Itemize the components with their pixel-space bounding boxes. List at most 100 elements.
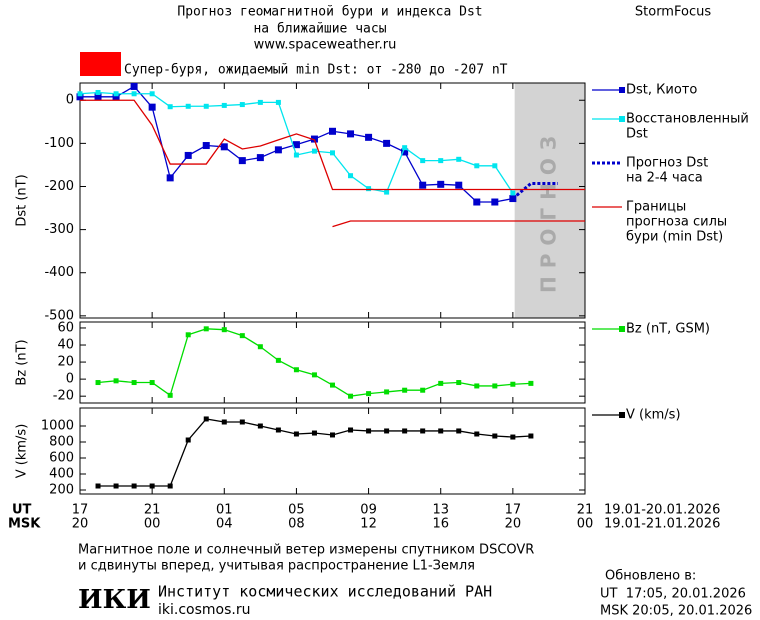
legend-label: прогноза силы	[626, 215, 727, 230]
forecast-label: ПРОГНОЗ	[536, 128, 560, 293]
x-tick-label-msk: 20	[72, 517, 89, 532]
x-tick-label: 01	[216, 503, 233, 518]
data-point	[456, 380, 462, 386]
series-line	[97, 328, 531, 397]
institute: Институт космических исследований РАН	[158, 583, 492, 601]
data-point	[383, 139, 391, 147]
y-axis-label: Bz (nT)	[15, 339, 30, 385]
data-point	[311, 148, 317, 154]
data-point	[238, 157, 246, 165]
data-point	[491, 198, 499, 206]
y-tick-label: -500	[44, 308, 74, 323]
data-point	[94, 93, 102, 101]
data-point	[384, 189, 390, 195]
x-tick-label-msk: 20	[505, 517, 522, 532]
x-tick-label-msk: 08	[288, 517, 305, 532]
data-point	[275, 357, 281, 363]
note: и сдвинуты вперед, учитывая распростране…	[78, 559, 475, 574]
data-point	[202, 142, 210, 150]
y-tick-label: 0	[66, 372, 74, 387]
data-point	[293, 431, 299, 437]
data-point	[293, 367, 299, 373]
data-point	[239, 419, 245, 425]
plot-frame	[79, 321, 586, 404]
data-point	[329, 127, 336, 135]
data-point	[473, 198, 481, 206]
updated: Обновлено в:	[605, 569, 696, 584]
x-tick-label: 21	[577, 503, 594, 518]
data-point	[149, 91, 155, 97]
data-point	[384, 428, 390, 434]
data-point	[528, 433, 534, 439]
data-point	[401, 148, 409, 156]
x-tick-label: 05	[288, 503, 305, 518]
data-point	[310, 135, 318, 143]
x-axis-label: MSK	[8, 517, 41, 532]
data-point	[239, 333, 245, 339]
y-tick-label: 60	[57, 320, 74, 335]
data-point	[95, 483, 101, 489]
data-point	[257, 344, 263, 350]
data-point	[311, 430, 317, 436]
legend-label: Dst	[626, 127, 648, 142]
data-point	[438, 380, 444, 386]
chart-subtitle: на ближайшие часы	[253, 22, 386, 37]
plot-frame	[79, 82, 586, 319]
data-point	[95, 380, 101, 386]
legend-marker	[619, 87, 625, 93]
legend-label: V (km/s)	[626, 408, 681, 423]
data-point	[366, 186, 372, 192]
data-point	[402, 428, 408, 434]
data-point	[166, 174, 174, 182]
data-point	[149, 380, 155, 386]
y-tick-label: -20	[53, 389, 74, 404]
x-tick-label: 21	[144, 503, 161, 518]
data-point	[257, 99, 263, 105]
data-point	[167, 483, 173, 489]
y-tick-label: 400	[49, 467, 74, 482]
data-point	[456, 156, 462, 162]
data-point	[474, 431, 480, 437]
data-point	[330, 432, 335, 438]
data-point	[510, 381, 516, 387]
data-point	[365, 133, 373, 141]
data-point	[402, 145, 408, 151]
data-point	[256, 154, 264, 162]
x-tick-label-msk: 16	[432, 517, 449, 532]
data-point	[275, 99, 281, 105]
data-point	[402, 387, 408, 393]
data-point	[366, 428, 372, 434]
date-range: 19.01-21.01.2026	[604, 517, 720, 532]
brand: StormFocus	[635, 5, 711, 20]
data-point	[203, 326, 209, 332]
legend-label: Прогноз Dst	[626, 156, 708, 171]
updated-msk: MSK 20:05, 20.01.2026	[600, 604, 752, 619]
y-tick-label: 800	[49, 435, 74, 450]
data-point	[474, 383, 480, 389]
legend-marker	[619, 326, 625, 332]
data-point	[113, 91, 119, 97]
x-tick-label: 13	[432, 503, 449, 518]
data-point	[330, 382, 335, 388]
data-point	[275, 427, 281, 433]
y-tick-label: 20	[57, 355, 74, 370]
forecast-band	[514, 83, 585, 318]
x-axis-label: UT	[12, 503, 32, 518]
data-point	[113, 378, 119, 384]
data-point	[221, 419, 227, 425]
x-tick-label-msk: 12	[360, 517, 377, 532]
data-point	[221, 327, 227, 333]
data-point	[220, 143, 228, 151]
data-point	[221, 102, 227, 108]
data-point	[528, 380, 534, 386]
data-point	[348, 393, 354, 399]
data-point	[274, 146, 282, 154]
data-point	[131, 91, 137, 97]
data-point	[185, 103, 191, 109]
banner: Супер-буря, ожидаемый min Dst: от -280 д…	[124, 63, 508, 78]
data-point	[167, 392, 173, 398]
y-tick-label: 40	[57, 338, 74, 353]
note: Магнитное поле и солнечный ветер измерен…	[78, 543, 534, 558]
x-tick-label-msk: 00	[577, 517, 594, 532]
data-point	[167, 104, 173, 110]
